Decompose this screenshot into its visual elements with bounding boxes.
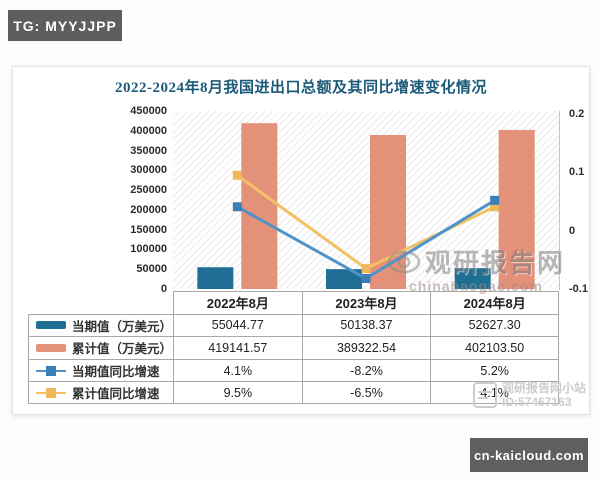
bar-current-2022年8月 (197, 267, 234, 289)
y-axis-left-tick: 400000 (130, 124, 167, 137)
legend-header-spacer (28, 291, 173, 314)
table-value-cell: 55044.77 (173, 313, 302, 337)
y-axis-right-tick: -0.1 (569, 283, 588, 295)
table-value-cell: 4.1% (430, 381, 559, 404)
legend-line-swatch (36, 365, 66, 376)
table-value-cell: 419141.57 (173, 336, 302, 359)
chart-canvas (197, 123, 535, 289)
table-value-cell: -8.2% (301, 358, 431, 382)
table-value-cell: 5.2% (430, 358, 559, 382)
y-axis-right-tick: 0.2 (569, 108, 585, 120)
table-header-cell: 2022年8月 (173, 291, 302, 314)
legend-label: 当期值同比增速 (72, 365, 160, 380)
site-watermark-badge: cn-kaicloud.com (470, 438, 588, 472)
marker-cumulative-2024年8月 (490, 202, 500, 212)
table-value-cell: 402103.50 (430, 336, 559, 359)
table-header-cell: 2023年8月 (301, 291, 431, 314)
y-axis-left-tick: 200000 (130, 203, 167, 216)
table-value-cell: 9.5% (173, 381, 302, 404)
site-watermark-text: cn-kaicloud.com (473, 447, 585, 463)
table-header-cell: 2024年8月 (430, 291, 559, 314)
y-axis-left: 450000 400000 350000 300000 250000 200000 1500… (111, 105, 167, 295)
marker-current-2024年8月 (490, 195, 500, 205)
plot-area (173, 111, 559, 289)
table-value-cell: -6.5% (301, 381, 431, 404)
y-axis-left-tick: 450000 (130, 105, 167, 117)
table-value-cell: 4.1% (173, 358, 302, 382)
legend-cell-2: 当期值同比增速 (28, 358, 173, 382)
y-axis-right-tick: 0 (569, 224, 576, 237)
bar-cumulative-2024年8月 (498, 129, 535, 289)
table-row: 累计值（万美元） 419141.57 389322.54 402103.50 (28, 336, 559, 359)
legend-bar-swatch (36, 343, 66, 352)
table-row: 当期值同比增速 4.1% -8.2% 5.2% (28, 358, 559, 382)
legend-label: 累计值（万美元） (72, 342, 173, 357)
y-axis-left-tick: 150000 (130, 223, 167, 236)
legend-bar-swatch (36, 321, 66, 330)
y-axis-right-line (559, 111, 560, 290)
table-row: 累计值同比增速 9.5% -6.5% 4.1% (28, 381, 559, 404)
marker-current-2023年8月 (361, 274, 371, 283)
legend-line-marker (46, 387, 56, 398)
legend-line-marker (46, 365, 56, 376)
y-axis-left-tick: 100000 (130, 243, 167, 256)
legend-label: 累计值同比增速 (72, 387, 160, 402)
legend-label: 当期值（万美元） (72, 319, 173, 334)
y-axis-left-tick: 50000 (136, 263, 167, 276)
y-axis-left-tick: 0 (160, 283, 167, 295)
table-row: 当期值（万美元） 55044.77 50138.37 52627.30 (28, 313, 559, 337)
table-value-cell: 52627.30 (430, 313, 559, 337)
y-axis-left-tick: 350000 (130, 144, 167, 157)
chart-card: 2022-2024年8月我国进出口总额及其同比增速变化情况 450000 4000… (12, 66, 590, 415)
table-value-cell: 389322.54 (301, 336, 431, 359)
bar-current-2023年8月 (326, 269, 362, 289)
bar-current-2024年8月 (454, 268, 491, 289)
chart-title: 2022-2024年8月我国进出口总额及其同比增速变化情况 (115, 80, 487, 96)
data-table: 2022年8月 2023年8月 2024年8月 当期值（万美元） 55044.77 501… (28, 291, 559, 404)
legend-cell-1: 累计值（万美元） (28, 336, 173, 359)
y-axis-left-tick: 300000 (130, 164, 167, 177)
legend-cell-3: 累计值同比增速 (28, 381, 173, 404)
y-axis-right-tick: 0.1 (569, 166, 585, 179)
table-header-row: 2022年8月 2023年8月 2024年8月 (28, 291, 559, 314)
tg-watermark-badge: TG: MYYJJPP (8, 10, 122, 41)
legend-line-swatch (36, 387, 66, 398)
marker-current-2022年8月 (232, 202, 242, 212)
marker-cumulative-2023年8月 (361, 264, 371, 274)
y-axis-right: 0.2 0.1 0 -0.1 (569, 108, 591, 295)
tg-watermark-text: TG: MYYJJPP (13, 17, 117, 34)
marker-cumulative-2022年8月 (232, 170, 242, 180)
y-axis-left-tick: 250000 (130, 184, 167, 197)
bar-cumulative-2022年8月 (241, 123, 278, 289)
legend-cell-0: 当期值（万美元） (28, 313, 173, 337)
table-value-cell: 50138.37 (301, 313, 431, 337)
